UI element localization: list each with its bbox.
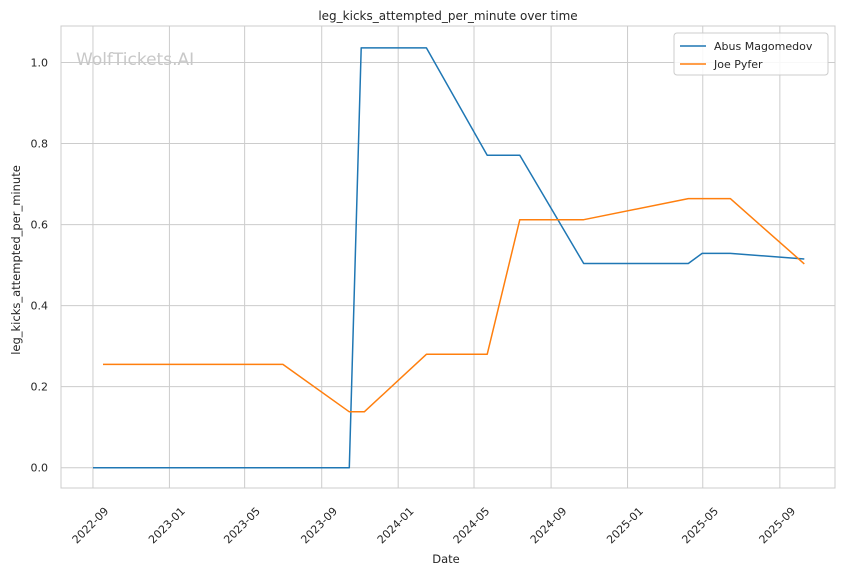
y-tick-label: 0.4 — [31, 300, 49, 313]
x-tick-labels: 2022-09 2023-01 2023-05 2023-09 2024-01 2024-… — [70, 505, 799, 547]
y-tick-label: 0.0 — [31, 462, 49, 475]
x-tick-label: 2024-01 — [375, 505, 417, 547]
x-tick-label: 2025-09 — [757, 505, 799, 547]
legend-label-abus-magomedov: Abus Magomedov — [714, 40, 813, 53]
legend-box — [673, 32, 829, 76]
x-axis-title: Date — [432, 552, 460, 566]
y-tick-labels: 0.0 0.2 0.4 0.6 0.8 1.0 — [31, 56, 49, 474]
y-tick-label: 0.6 — [31, 219, 49, 232]
x-tick-label: 2025-05 — [679, 505, 721, 547]
watermark: WolfTickets.AI — [76, 50, 194, 70]
series-lines — [93, 47, 805, 469]
plot-area — [60, 25, 836, 489]
legend: Abus Magomedov Joe Pyfer — [673, 32, 829, 76]
series-line-joe-pyfer — [103, 197, 805, 413]
series-line-abus-magomedov — [93, 47, 805, 469]
x-tick-label: 2023-09 — [298, 505, 340, 547]
legend-label-joe-pyfer: Joe Pyfer — [713, 58, 763, 71]
x-tick-label: 2023-01 — [146, 505, 188, 547]
y-tick-label: 0.2 — [31, 381, 49, 394]
y-tick-label: 1.0 — [31, 56, 49, 69]
x-tick-label: 2025-01 — [604, 505, 646, 547]
y-axis-title: leg_kicks_attempted_per_minute — [9, 165, 23, 355]
x-tick-label: 2024-05 — [451, 505, 493, 547]
x-tick-label: 2023-05 — [221, 505, 263, 547]
chart-title: leg_kicks_attempted_per_minute over time — [318, 9, 577, 23]
x-tick-label: 2024-09 — [528, 505, 570, 547]
x-tick-label: 2022-09 — [70, 505, 112, 547]
y-tick-label: 0.8 — [31, 138, 49, 151]
